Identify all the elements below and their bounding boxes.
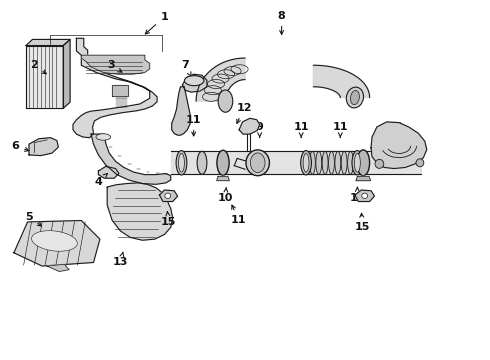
- Ellipse shape: [303, 153, 309, 172]
- Polygon shape: [98, 166, 119, 178]
- Polygon shape: [371, 122, 427, 168]
- Ellipse shape: [341, 151, 347, 174]
- Ellipse shape: [96, 134, 111, 140]
- Text: 10: 10: [350, 187, 365, 203]
- Text: 8: 8: [278, 11, 286, 35]
- Text: 11: 11: [333, 122, 348, 138]
- Text: 10: 10: [218, 187, 233, 203]
- Ellipse shape: [352, 150, 363, 175]
- Ellipse shape: [357, 150, 369, 176]
- Text: 7: 7: [181, 60, 191, 76]
- Polygon shape: [29, 138, 58, 156]
- Polygon shape: [14, 221, 100, 266]
- Ellipse shape: [362, 193, 368, 198]
- Text: 11: 11: [294, 122, 309, 138]
- Ellipse shape: [246, 150, 270, 176]
- Polygon shape: [182, 74, 207, 92]
- Polygon shape: [217, 176, 229, 181]
- Text: 15: 15: [355, 213, 370, 231]
- Ellipse shape: [329, 151, 334, 174]
- Ellipse shape: [217, 150, 229, 175]
- Text: 13: 13: [113, 252, 128, 267]
- Ellipse shape: [250, 153, 265, 173]
- Ellipse shape: [184, 76, 204, 86]
- Text: 6: 6: [11, 141, 29, 151]
- Text: 9: 9: [256, 122, 264, 138]
- Ellipse shape: [197, 151, 207, 174]
- Ellipse shape: [316, 151, 322, 174]
- Ellipse shape: [31, 231, 77, 251]
- Ellipse shape: [346, 87, 364, 108]
- Text: 2: 2: [30, 60, 46, 74]
- Text: 3: 3: [107, 60, 122, 72]
- Polygon shape: [159, 190, 177, 202]
- Text: 11: 11: [231, 205, 246, 225]
- Polygon shape: [355, 190, 374, 202]
- Ellipse shape: [350, 90, 359, 105]
- Ellipse shape: [178, 153, 184, 172]
- Polygon shape: [107, 183, 172, 240]
- Ellipse shape: [416, 159, 424, 167]
- Text: 4: 4: [95, 174, 107, 187]
- Polygon shape: [91, 134, 171, 184]
- Ellipse shape: [301, 150, 312, 175]
- Polygon shape: [239, 118, 260, 134]
- Ellipse shape: [375, 159, 384, 168]
- Ellipse shape: [322, 151, 328, 174]
- Text: 14: 14: [388, 122, 403, 138]
- Text: 12: 12: [236, 103, 252, 123]
- Polygon shape: [172, 87, 190, 135]
- Ellipse shape: [218, 90, 233, 112]
- Ellipse shape: [354, 153, 360, 172]
- Polygon shape: [73, 39, 157, 138]
- Polygon shape: [26, 40, 70, 45]
- Polygon shape: [63, 40, 70, 108]
- Ellipse shape: [310, 151, 316, 174]
- Polygon shape: [196, 58, 245, 101]
- Polygon shape: [356, 176, 370, 181]
- Polygon shape: [112, 85, 128, 96]
- Polygon shape: [47, 264, 69, 271]
- Ellipse shape: [176, 150, 187, 175]
- Text: 5: 5: [25, 212, 42, 226]
- Ellipse shape: [165, 193, 171, 198]
- Ellipse shape: [347, 151, 353, 174]
- Polygon shape: [314, 65, 369, 98]
- Ellipse shape: [335, 151, 341, 174]
- Text: 1: 1: [146, 12, 168, 34]
- Text: 15: 15: [161, 212, 176, 227]
- Polygon shape: [26, 45, 63, 108]
- Text: 11: 11: [186, 115, 201, 136]
- Polygon shape: [81, 55, 150, 74]
